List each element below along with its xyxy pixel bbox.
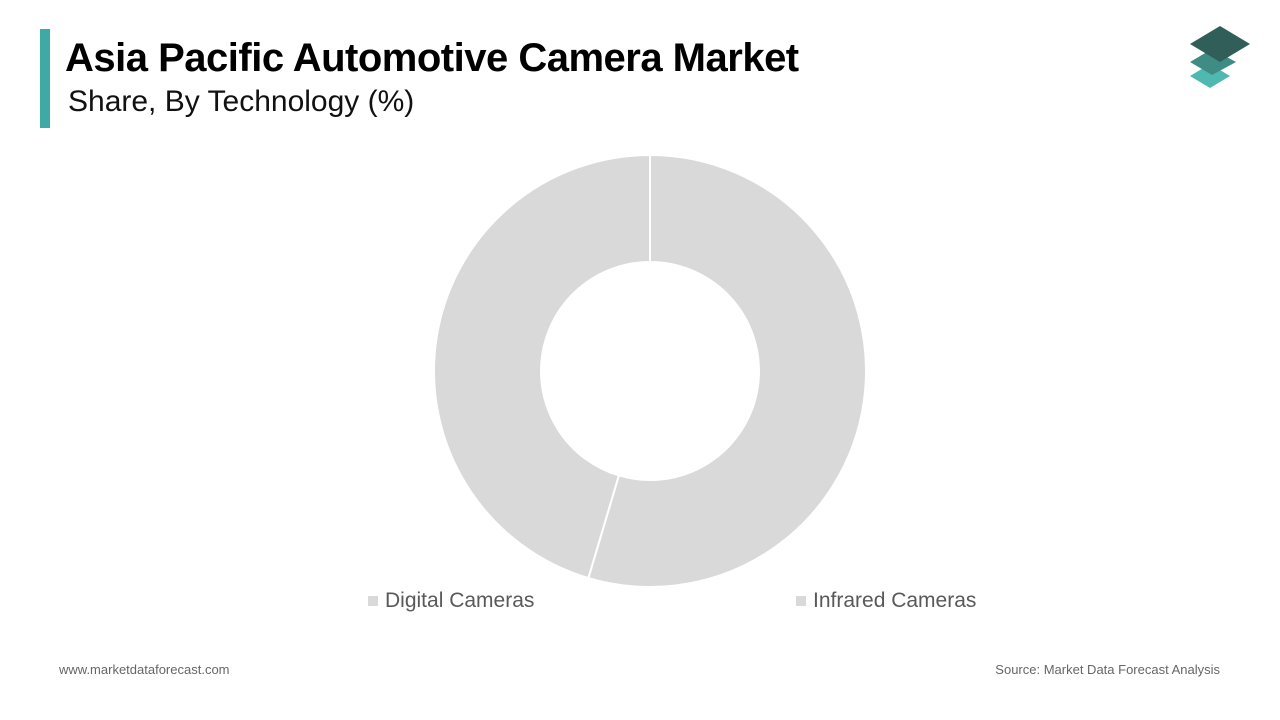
company-logo-icon [1190, 26, 1250, 88]
footer-source: Source: Market Data Forecast Analysis [995, 662, 1220, 677]
legend-label-digital-cameras: Digital Cameras [385, 589, 535, 612]
page-subtitle: Share, By Technology (%) [68, 85, 415, 118]
logo-layer-top [1190, 26, 1250, 62]
legend-item-digital-cameras: Digital Cameras [368, 589, 534, 613]
donut-slice-digital-cameras [433, 153, 651, 580]
legend-item-infrared-cameras: Infrared Cameras [796, 589, 976, 613]
legend-swatch-infrared-cameras [796, 596, 806, 606]
footer-website: www.marketdataforecast.com [59, 662, 230, 677]
logo-layer-middle [1190, 49, 1236, 75]
legend-swatch-digital-cameras [368, 596, 378, 606]
legend-label-infrared-cameras: Infrared Cameras [813, 589, 977, 612]
donut-slice-infrared-cameras [587, 153, 867, 588]
page-title: Asia Pacific Automotive Camera Market [65, 36, 799, 80]
title-accent-bar [40, 29, 50, 128]
